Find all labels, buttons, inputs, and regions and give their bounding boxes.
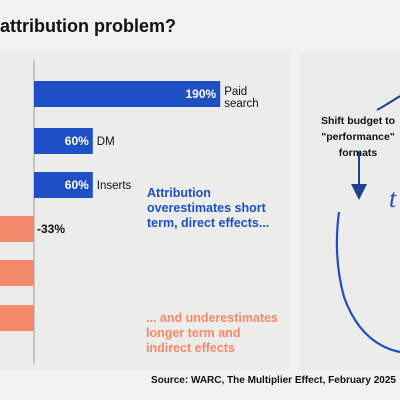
source-note: Source: WARC, The Multiplier Effect, Feb… — [150, 375, 396, 386]
category-label: DM — [97, 136, 115, 148]
bar-row-3 — [0, 216, 34, 242]
annotation-underestimate: ... and underestimates longer term and i… — [146, 311, 278, 355]
bar-inserts — [34, 172, 93, 198]
cycle-arrow-right — [376, 95, 400, 111]
cycle-arc — [335, 211, 400, 354]
bar-chart: 190% Paid search 60% DM 60% Inserts -33% — [0, 60, 259, 364]
bar-dm — [34, 128, 93, 154]
chart-panel: 190% Paid search 60% DM 60% Inserts -33% Attrib… — [0, 52, 290, 370]
bar-row-4 — [0, 260, 34, 286]
bar-row-5 — [0, 305, 34, 331]
value-label: 60% — [65, 178, 89, 192]
cycle-panel — [299, 52, 400, 370]
annotation-overestimate: Attribution overestimates short term, di… — [147, 186, 270, 230]
value-label: 60% — [65, 134, 89, 148]
bar-paid-search — [34, 81, 221, 107]
cycle-glyph: t — [389, 184, 397, 213]
page-title: attribution problem? — [0, 16, 176, 36]
value-label: -33% — [37, 222, 65, 236]
category-label: Paid search — [224, 86, 259, 110]
cycle-label: Shift budget to "performance" formats — [320, 115, 396, 159]
value-label: 190% — [185, 87, 216, 101]
category-label: Inserts — [97, 180, 132, 192]
cycle-diagram: t — [335, 95, 400, 354]
